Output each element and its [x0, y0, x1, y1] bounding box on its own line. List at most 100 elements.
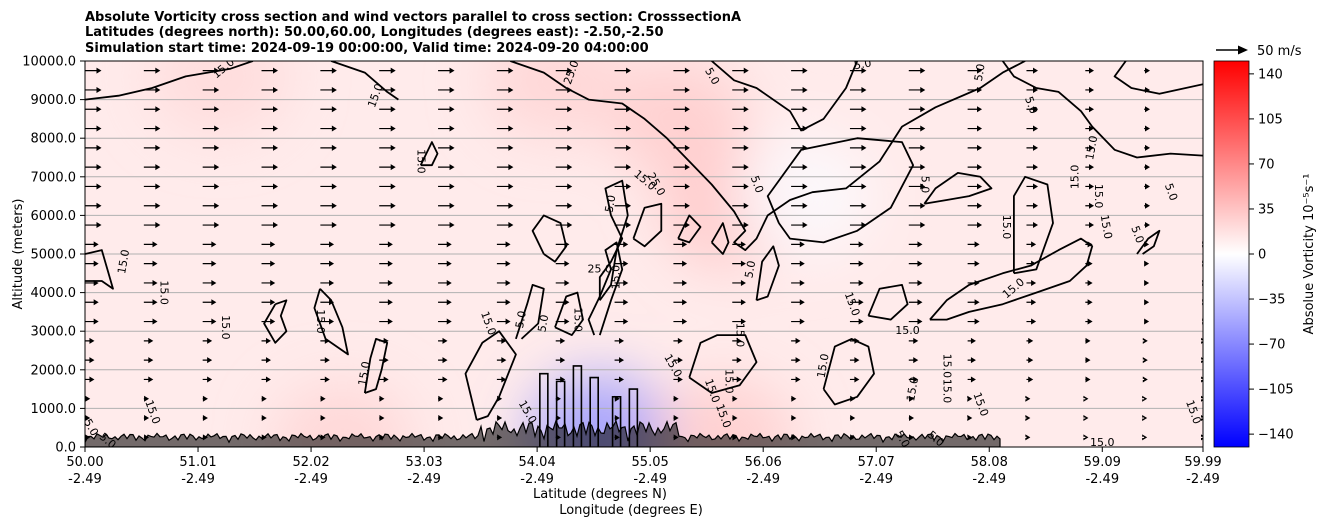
wind-vector — [673, 144, 690, 151]
contour-line — [330, 61, 399, 101]
x-tick-label: 55.05 — [632, 455, 669, 470]
wind-vector — [1026, 125, 1039, 132]
wind-vector — [849, 279, 864, 286]
wind-vector — [438, 395, 444, 402]
x-tick-label: 54.04 — [519, 455, 556, 470]
wind-vector — [614, 106, 632, 113]
wind-vector — [85, 279, 99, 286]
wind-vector — [320, 86, 337, 93]
x-tick-label: 56.06 — [745, 455, 782, 470]
wind-vector — [908, 125, 926, 132]
wind-vector — [1142, 415, 1148, 422]
wind-vector — [908, 202, 926, 209]
wind-vector — [791, 125, 808, 132]
wind-vector — [320, 434, 326, 441]
wind-vector — [908, 164, 926, 171]
wind-vector — [1025, 434, 1031, 441]
wind-vector — [732, 395, 738, 402]
wind-vector — [967, 67, 983, 74]
wind-vector — [143, 222, 161, 229]
wind-vector — [1026, 164, 1039, 171]
wind-vector — [143, 357, 154, 364]
wind-vector — [379, 86, 396, 93]
wind-vector — [496, 318, 511, 325]
wind-vector — [849, 125, 867, 132]
wind-vector — [908, 183, 926, 190]
wind-vector — [555, 202, 573, 209]
wind-vector — [85, 67, 102, 74]
wind-vector — [202, 183, 220, 190]
wind-vector — [261, 357, 271, 364]
wind-vector — [1085, 260, 1093, 267]
wind-vector — [1026, 260, 1037, 267]
wind-vector — [202, 337, 213, 344]
contour-line — [85, 249, 114, 290]
wind-vector — [320, 202, 337, 209]
wind-vector — [614, 164, 632, 171]
wind-vector — [614, 299, 629, 306]
contour-line — [628, 388, 639, 447]
colorbar-label: Absolue Vorticity 10⁻⁵s⁻¹ — [1302, 174, 1317, 335]
vorticity-patch — [272, 383, 413, 447]
wind-vector — [1026, 299, 1037, 306]
wind-vector — [1144, 299, 1150, 306]
wind-vector — [202, 299, 217, 306]
contour-label: 15.0 — [1090, 436, 1115, 449]
wind-vector — [379, 241, 393, 248]
wind-vector — [261, 337, 271, 344]
wind-vector — [261, 434, 267, 441]
contour-line — [755, 245, 780, 302]
contour-label: 5.0 — [748, 174, 766, 195]
wind-vector — [849, 395, 856, 402]
colorbar-tick-label: 35 — [1258, 202, 1275, 217]
contour-line — [313, 288, 349, 356]
contour-line — [363, 338, 389, 394]
wind-vector — [261, 164, 279, 171]
x-tick-label: 51.01 — [179, 455, 216, 470]
wind-vector — [202, 125, 220, 132]
wind-vector — [1026, 222, 1039, 229]
wind-vector — [849, 144, 867, 151]
x-axis: 50.00 -2.49 51.01 -2.49 52.02 -2.49 53.03 -2.49… — [66, 447, 1222, 487]
wind-vector — [261, 222, 279, 229]
wind-vector — [496, 434, 503, 441]
wind-vector — [320, 357, 330, 364]
wind-vector — [438, 299, 452, 306]
wind-vector — [614, 125, 632, 132]
wind-vector — [496, 125, 514, 132]
wind-vector — [555, 415, 561, 422]
wind-vector — [1202, 144, 1203, 151]
wind-vector — [320, 125, 337, 132]
contour-line — [711, 61, 859, 132]
wind-vector — [261, 395, 267, 402]
contour-line — [867, 284, 909, 321]
wind-vector — [555, 395, 561, 402]
wind-vector — [496, 395, 503, 402]
wind-vector — [849, 357, 860, 364]
wind-vector — [438, 67, 455, 74]
wind-vector — [1144, 279, 1150, 286]
wind-vector — [1085, 164, 1095, 171]
wind-vector — [908, 67, 926, 74]
wind-vector — [791, 164, 808, 171]
wind-vector — [967, 337, 976, 344]
wind-vector — [85, 86, 102, 93]
wind-vector — [849, 86, 867, 93]
x-tick-label: 57.07 — [858, 455, 895, 470]
wind-vector — [320, 376, 330, 383]
wind-vector — [1144, 164, 1150, 171]
wind-vector — [614, 67, 632, 74]
wind-vector — [732, 318, 746, 325]
wind-vector — [496, 67, 514, 74]
contour-label: 15.0 — [815, 353, 832, 379]
wind-vector — [496, 241, 511, 248]
wind-vector — [1144, 125, 1150, 132]
wind-vector — [1202, 183, 1203, 190]
wind-vector — [202, 86, 220, 93]
wind-vector — [379, 337, 389, 344]
quiver-key-arrowhead — [1238, 45, 1248, 55]
contour-line — [464, 330, 517, 421]
chart-title-line-1: Absolute Vorticity cross section and win… — [85, 10, 741, 25]
x-tick-sublabel: -2.49 — [1085, 472, 1119, 487]
